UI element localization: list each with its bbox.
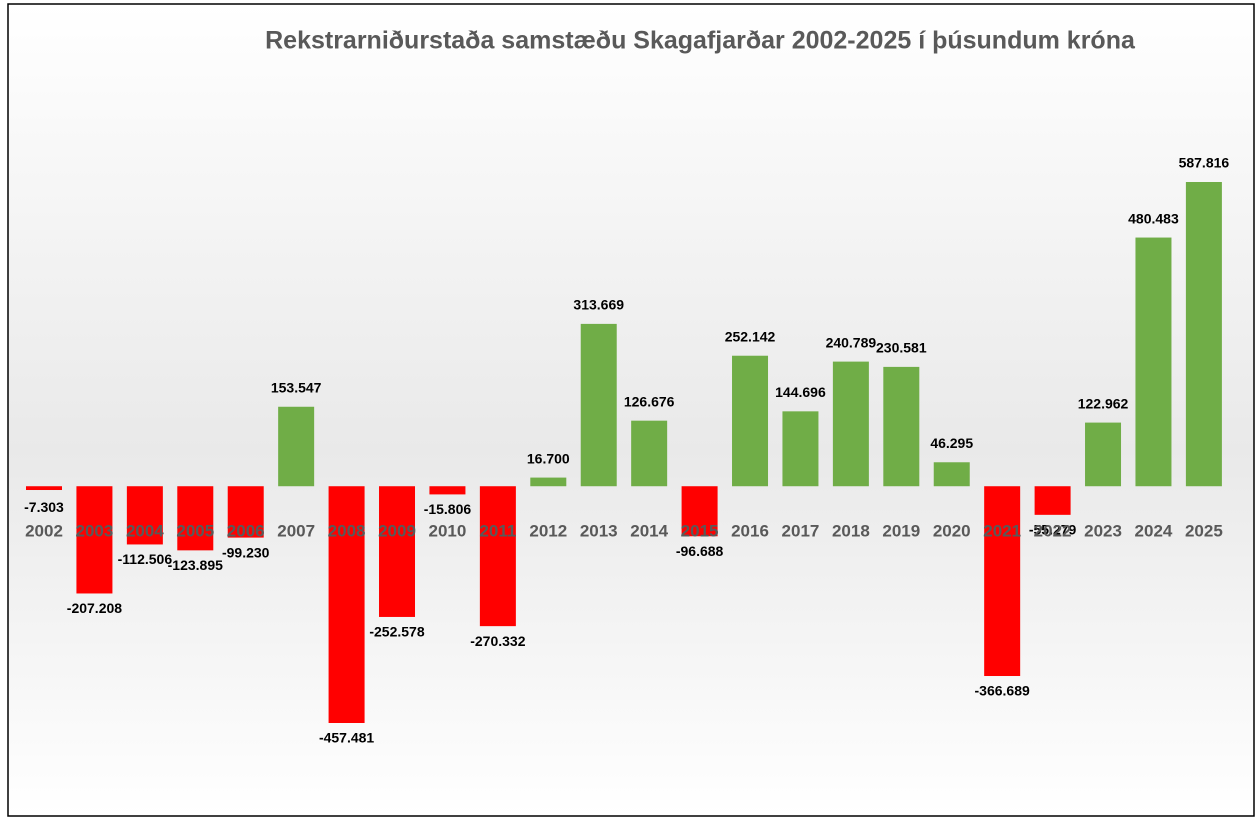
data-label: 46.295 — [930, 435, 973, 451]
x-tick-label: 2004 — [126, 521, 164, 540]
x-tick-label: 2025 — [1185, 521, 1223, 540]
bar — [126, 486, 163, 545]
data-label: -207.208 — [67, 600, 122, 616]
x-tick-label: 2019 — [882, 521, 920, 540]
bar — [1185, 182, 1222, 487]
x-tick-label: 2023 — [1084, 521, 1122, 540]
bar — [227, 486, 264, 538]
data-label: -270.332 — [470, 633, 525, 649]
x-tick-label: 2020 — [933, 521, 971, 540]
x-tick-label: 2010 — [429, 521, 467, 540]
x-tick-label: 2008 — [328, 521, 366, 540]
bar — [883, 366, 920, 487]
x-tick-label: 2011 — [479, 521, 516, 540]
bar — [681, 486, 718, 537]
chart-title: Rekstrarniðurstaða samstæðu Skagafjarðar… — [265, 27, 1136, 55]
bar — [530, 477, 567, 487]
x-tick-label: 2024 — [1135, 521, 1173, 540]
x-tick-label: 2009 — [378, 521, 416, 540]
x-tick-label: 2006 — [227, 521, 265, 540]
bar — [328, 486, 365, 723]
data-label: -7.303 — [24, 499, 64, 515]
x-tick-label: 2022 — [1034, 521, 1072, 540]
data-label: -366.689 — [975, 683, 1030, 699]
data-label: -252.578 — [369, 624, 424, 640]
x-tick-label: 2005 — [176, 521, 214, 540]
bar — [1034, 486, 1071, 515]
data-label: 240.789 — [826, 334, 877, 350]
x-tick-label: 2018 — [832, 521, 870, 540]
data-label: -96.688 — [676, 543, 724, 559]
x-tick-label: 2017 — [782, 521, 820, 540]
bar — [933, 462, 970, 487]
bar — [76, 486, 113, 594]
data-label: 153.547 — [271, 379, 322, 395]
data-label: 16.700 — [527, 450, 570, 466]
data-label: 480.483 — [1128, 210, 1179, 226]
bar — [832, 361, 869, 487]
x-tick-label: 2013 — [580, 521, 618, 540]
x-tick-label: 2012 — [529, 521, 567, 540]
data-label: 126.676 — [624, 393, 675, 409]
bar — [177, 486, 214, 551]
x-tick-label: 2015 — [681, 521, 719, 540]
bar — [732, 355, 769, 487]
data-label: 230.581 — [876, 340, 927, 356]
data-label: 587.816 — [1179, 155, 1230, 171]
x-tick-label: 2016 — [731, 521, 769, 540]
x-tick-label: 2021 — [983, 521, 1021, 540]
data-label: -112.506 — [118, 551, 173, 567]
data-label: 144.696 — [775, 384, 826, 400]
x-tick-label: 2003 — [76, 521, 114, 540]
bar — [1135, 237, 1172, 487]
bar — [1085, 422, 1122, 487]
frame — [7, 3, 1255, 817]
bar — [984, 486, 1021, 677]
bar — [278, 406, 315, 487]
bar — [479, 486, 516, 627]
x-tick-label: 2007 — [277, 521, 315, 540]
bar — [429, 486, 466, 495]
bar — [782, 411, 819, 487]
bar — [26, 486, 62, 491]
x-tick-label: 2002 — [25, 521, 63, 540]
bar — [379, 486, 416, 617]
data-label: 122.962 — [1078, 395, 1129, 411]
data-label: -55.279 — [1029, 522, 1077, 538]
bar — [580, 323, 617, 487]
x-tick-label: 2014 — [630, 521, 668, 540]
data-label: 313.669 — [573, 297, 624, 313]
bar — [631, 420, 668, 487]
data-label: -15.806 — [424, 501, 472, 517]
data-label: -123.895 — [168, 557, 223, 573]
data-label: -457.481 — [319, 730, 374, 746]
data-label: -99.230 — [222, 544, 270, 560]
data-label: 252.142 — [725, 328, 776, 344]
